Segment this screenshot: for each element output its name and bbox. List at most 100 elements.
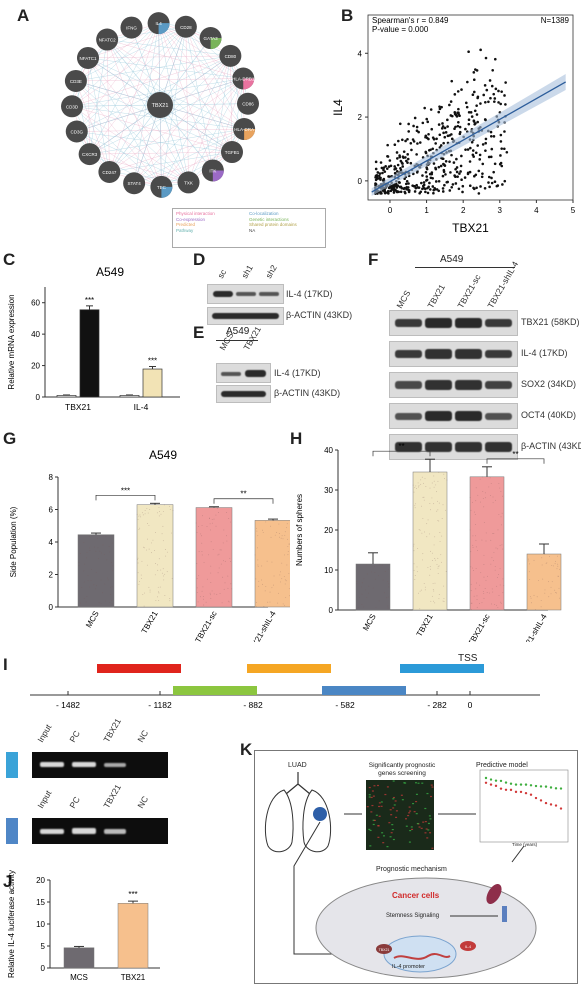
bar-texture [218,567,220,569]
bar-texture [102,535,104,537]
bar-texture [413,491,415,493]
bar-texture [230,521,232,523]
scatter-point [461,184,465,188]
km-point [534,796,538,800]
network-node-pie [244,129,256,141]
scatter-point [406,157,410,161]
bar-texture [112,570,114,572]
scatter-point [482,93,486,97]
bar-texture [540,606,542,608]
bar-texture [102,544,104,546]
scatter-point [441,174,445,178]
network-node-label: IL4 [155,21,162,26]
scatter-point [500,90,503,93]
scatter-point [461,190,464,194]
scatter-point [413,185,417,188]
scatter-point [503,147,506,151]
bar-texture [286,527,287,529]
bar-texture [483,554,485,556]
scatter-point [428,181,431,185]
bar-texture [140,574,142,576]
promoter-tick-label: - 1482 [56,700,80,710]
bar-texture [199,596,201,598]
y-tick-label: 0 [49,603,54,612]
bar-texture [137,562,139,564]
bar-texture [489,495,491,497]
bar-texture [472,535,474,537]
bar-texture [418,528,420,530]
scatter-point [398,122,402,126]
bar-texture [474,514,476,516]
bar-texture [542,578,544,580]
bar-texture [387,581,389,583]
bar-texture [151,552,153,554]
scatter-point [443,135,447,139]
km-point [554,787,558,790]
blot-band [485,412,512,420]
scatter-point [393,171,397,175]
bar-texture [415,503,416,505]
blot-band [425,442,452,452]
scatter-point [475,186,478,190]
bar-texture [437,557,439,559]
scatter-point [410,148,413,152]
scatter-point [429,148,432,152]
heatmap-cell [369,845,372,847]
scatter-point [412,140,416,143]
bar-texture [287,554,289,556]
bar-texture [106,559,108,561]
bar-texture [424,478,426,480]
scatter-point [473,109,477,113]
network-node [61,95,84,118]
scatter-point [471,153,475,157]
scatter-point [489,130,493,134]
scatter-point [488,79,492,82]
heatmap-cell [369,829,372,832]
bar-texture [474,524,476,526]
network-edge [71,39,108,107]
heatmap-cell [416,822,419,825]
bar-texture [147,512,149,514]
scatter-point [386,190,390,193]
scatter-point [456,175,459,178]
luad-label: LUAD [288,762,307,769]
bar-texture [415,488,417,489]
network-edge [161,55,231,187]
bar-texture [224,582,226,584]
bar-texture [228,601,230,603]
network-edge [76,131,189,183]
screening-label: Significantly prognostic genes screening [368,762,436,777]
bar-texture [494,603,496,605]
bar-texture [420,483,422,485]
km-point [514,790,518,794]
bar-texture [427,519,429,521]
bar-texture [279,574,281,576]
bar-texture [413,543,415,545]
scatter-point [423,106,426,110]
network-node [98,160,121,183]
bar-texture [281,578,283,580]
scatter-point [386,155,390,158]
bar-texture [155,532,156,534]
bar-texture [492,502,494,504]
side-population-chart: A549 0 2 4 6 8 Side Population (%) MCS TBX21 TBX2… [9,448,290,642]
network-edge [107,39,244,79]
scatter-point [416,142,419,145]
scatter-point [470,140,474,144]
x-tick-label: 5 [571,206,576,215]
bar-texture [102,592,103,594]
scatter-point [460,154,463,158]
scatter-point [398,181,401,184]
bar-texture [551,581,553,583]
bar-texture [141,512,143,514]
bar-texture [427,567,429,568]
heatmap-cell [373,819,376,822]
scatter-point [453,93,457,96]
gel-image [32,752,168,778]
gel-band [40,762,64,767]
scatter-point [382,166,386,169]
scatter-point [418,141,422,144]
bar-texture [288,588,290,590]
km-point [529,793,533,796]
heatmap-cell [420,827,423,829]
